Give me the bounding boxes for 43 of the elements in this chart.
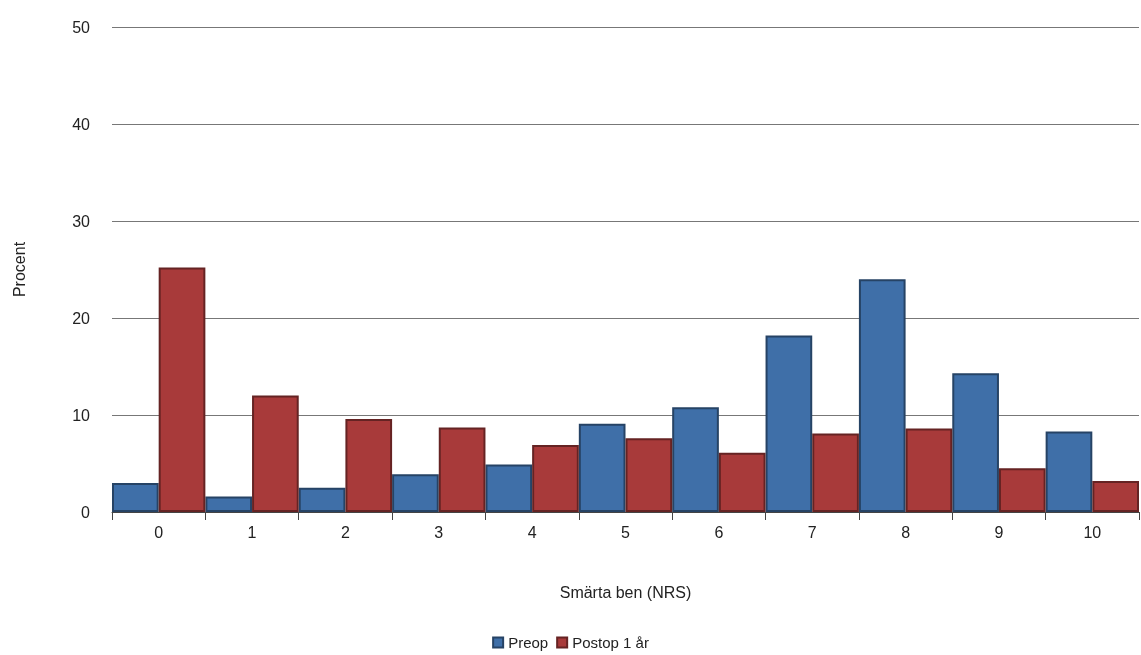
x-tick-label: 6	[714, 523, 724, 541]
x-axis-title: Smärta ben (NRS)	[559, 583, 692, 601]
bar	[298, 487, 346, 512]
bar	[998, 468, 1046, 512]
bar	[392, 474, 439, 512]
bar	[905, 428, 953, 512]
x-tick-label: 4	[527, 523, 537, 541]
y-tick-label: 40	[72, 115, 91, 133]
bar	[625, 438, 673, 512]
y-tick-label: 20	[72, 309, 91, 327]
bar	[1045, 431, 1093, 512]
bar	[952, 373, 999, 512]
bar	[205, 496, 253, 512]
bar	[485, 464, 533, 512]
y-axis-title: Procent	[10, 241, 28, 298]
bar	[532, 445, 579, 512]
bar	[1092, 480, 1139, 512]
x-tick-label: 7	[807, 523, 817, 541]
bar	[158, 267, 206, 512]
x-tick-label: 10	[1083, 523, 1102, 541]
bar	[812, 433, 859, 512]
bar	[112, 482, 159, 512]
bar	[252, 395, 299, 512]
x-tick-label: 0	[154, 523, 164, 541]
y-tick-label: 50	[72, 18, 91, 36]
bar	[765, 335, 813, 512]
y-tick-label: 30	[72, 212, 91, 230]
x-tick-label: 1	[247, 523, 257, 541]
legend-label: Postop 1 år	[572, 634, 649, 651]
bar	[672, 407, 719, 512]
bar	[345, 418, 393, 512]
x-tick-label: 3	[434, 523, 444, 541]
y-tick-label: 0	[81, 503, 91, 521]
bar	[438, 427, 486, 512]
x-tick-label: 8	[901, 523, 911, 541]
bar	[718, 452, 766, 512]
bar	[578, 423, 626, 512]
x-tick-label: 9	[994, 523, 1004, 541]
x-tick-label: 5	[621, 523, 631, 541]
bar	[858, 279, 906, 512]
y-tick-label: 10	[72, 406, 91, 424]
legend-label: Preop	[508, 634, 549, 651]
x-tick-label: 2	[340, 523, 350, 541]
